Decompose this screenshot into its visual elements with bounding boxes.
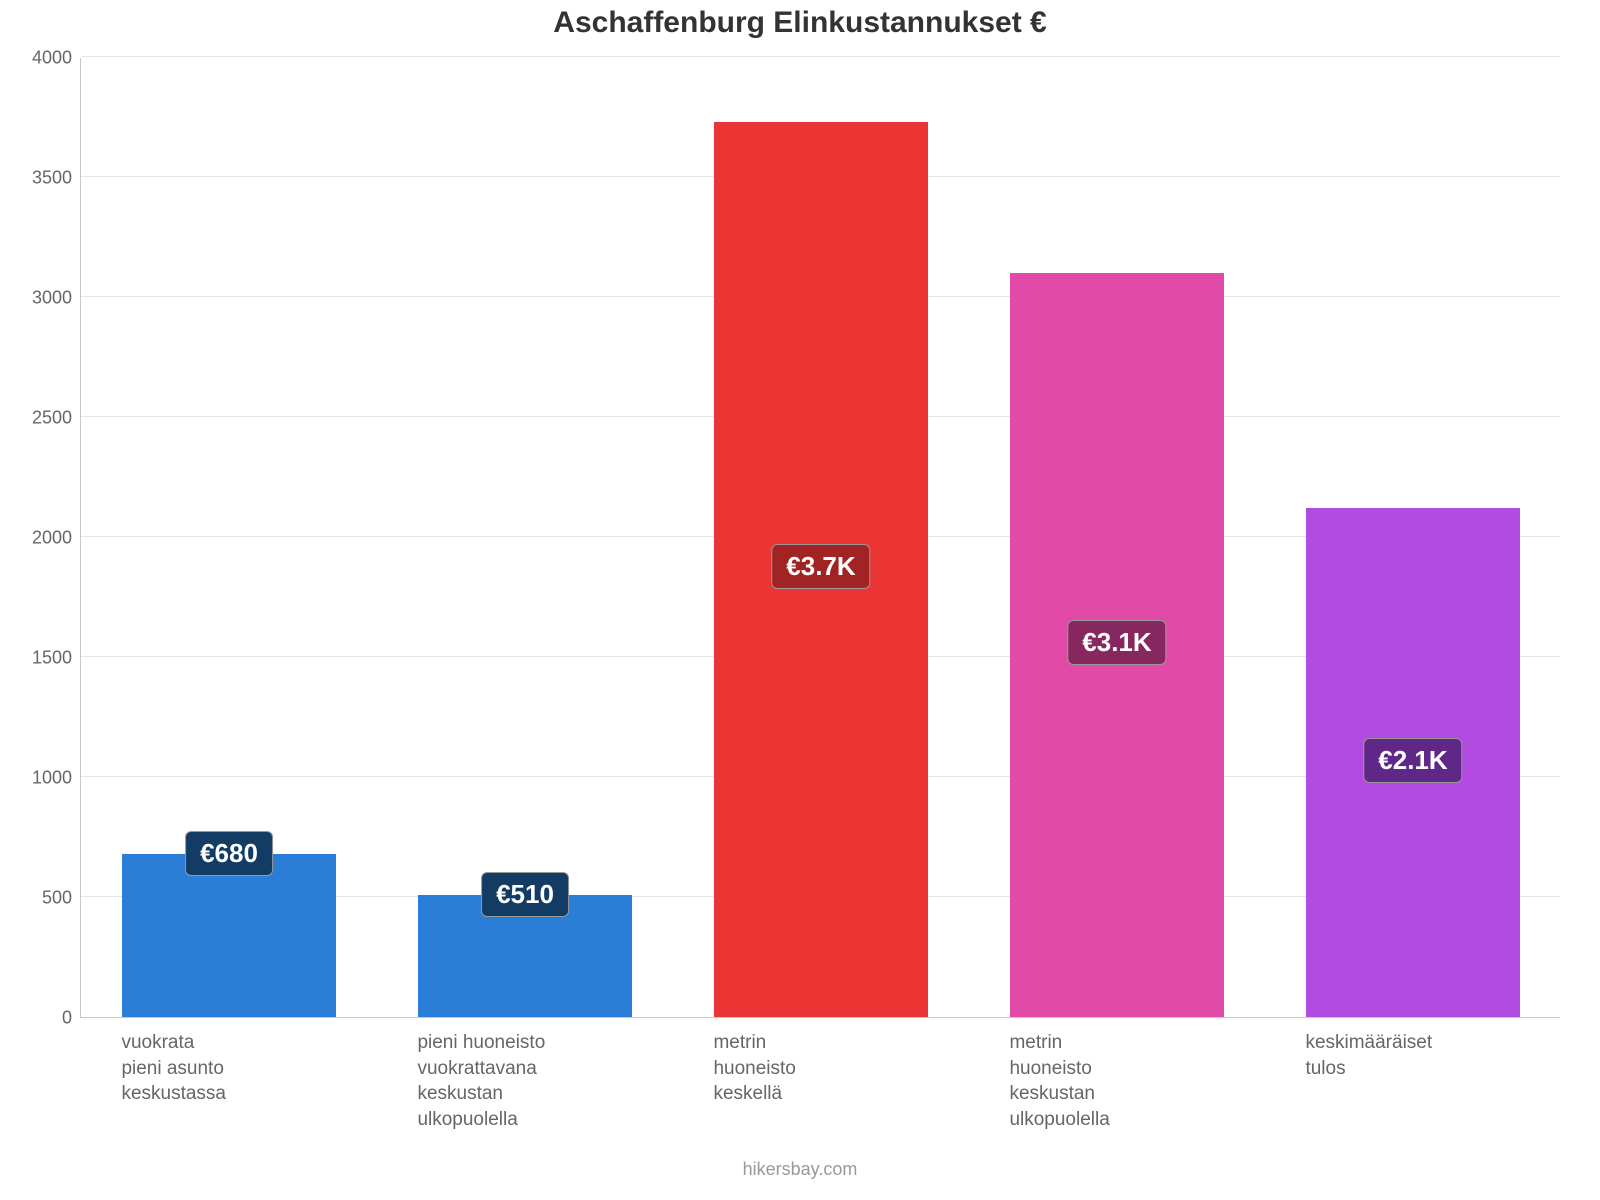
bar: €680 <box>122 854 335 1017</box>
grid-line <box>81 56 1560 57</box>
y-tick-label: 1500 <box>2 648 72 669</box>
bar: €3.1K <box>1010 273 1223 1017</box>
x-category-label: vuokratapieni asuntokeskustassa <box>121 1030 334 1107</box>
y-tick-label: 3000 <box>2 288 72 309</box>
x-category-label: metrinhuoneistokeskustanulkopuolella <box>1009 1030 1222 1133</box>
chart-title: Aschaffenburg Elinkustannukset € <box>0 6 1600 40</box>
y-tick-label: 0 <box>2 1008 72 1029</box>
value-badge: €510 <box>481 872 569 917</box>
y-tick-label: 500 <box>2 888 72 909</box>
cost-of-living-chart: Aschaffenburg Elinkustannukset € €680 €51… <box>0 0 1600 1200</box>
bar: €2.1K <box>1306 508 1519 1017</box>
source-label: hikersbay.com <box>0 1159 1600 1180</box>
x-category-label: keskimääräisettulos <box>1305 1030 1518 1081</box>
bar: €510 <box>418 895 631 1017</box>
bar: €3.7K <box>714 122 927 1017</box>
value-badge: €3.7K <box>771 544 870 589</box>
value-badge: €680 <box>185 831 273 876</box>
y-tick-label: 3500 <box>2 168 72 189</box>
x-category-label: pieni huoneistovuokrattavanakeskustanulk… <box>417 1030 630 1133</box>
plot-area: €680 €510 €3.7K €3.1K €2.1K <box>80 58 1560 1018</box>
y-tick-label: 2500 <box>2 408 72 429</box>
value-badge: €2.1K <box>1363 738 1462 783</box>
y-tick-label: 2000 <box>2 528 72 549</box>
value-badge: €3.1K <box>1067 620 1166 665</box>
x-category-label: metrinhuoneistokeskellä <box>713 1030 926 1107</box>
y-tick-label: 4000 <box>2 48 72 69</box>
y-tick-label: 1000 <box>2 768 72 789</box>
